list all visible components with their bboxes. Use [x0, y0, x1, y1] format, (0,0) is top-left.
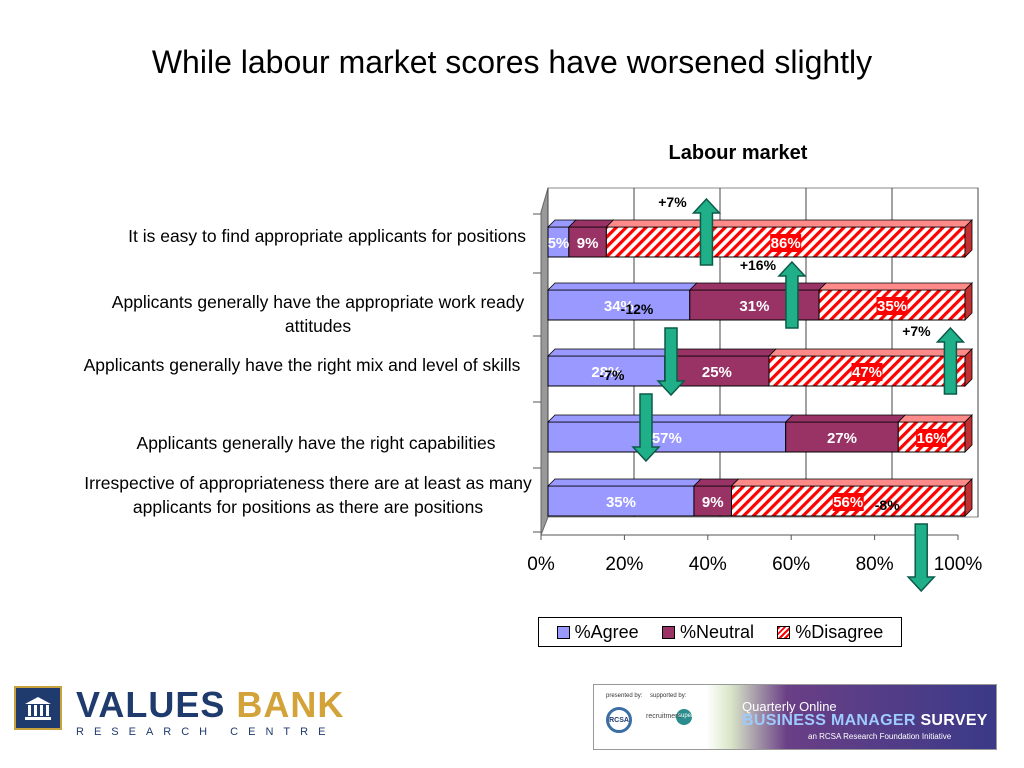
chart-title: Labour market [668, 142, 808, 164]
change-annotation: +16% [740, 257, 777, 273]
legend-label-disagree: %Disagree [795, 621, 884, 642]
org-name-values: VALUES [76, 684, 226, 725]
data-label-agree: 34% [604, 298, 634, 315]
arrow-down-icon [906, 523, 936, 593]
arrow-down-icon [631, 393, 661, 463]
category-label: Applicants generally have the right capa… [136, 433, 496, 453]
bar-segment-top-neutral [688, 282, 828, 291]
bar-segment-neutral [693, 485, 732, 517]
bar-end-face [964, 414, 973, 453]
data-label-bg [832, 493, 864, 511]
bar-segment-top-agree [547, 414, 794, 423]
bar-end-face [964, 478, 973, 517]
bar-segment-agree [547, 485, 695, 517]
recruitment-super-logo-icon [676, 709, 692, 725]
building-icon [14, 686, 62, 730]
org-name-bank: BANK [236, 684, 345, 725]
data-label-neutral: 9% [577, 235, 599, 252]
arrow-up-icon [935, 326, 966, 395]
banner-line-2-rest: SURVEY [915, 712, 988, 729]
data-label-disagree: 35% [877, 298, 907, 315]
category-label: Irrespective of appropriateness there ar… [84, 473, 532, 517]
super-logo-text: super [678, 713, 694, 719]
data-label-neutral: 9% [702, 494, 724, 511]
banner-presented-by: presented by: [606, 693, 643, 699]
data-label-agree: 5% [548, 235, 570, 252]
bar-segment-top-neutral [692, 478, 740, 487]
legend-label-agree: %Agree [574, 621, 639, 642]
x-tick-label: 60% [772, 554, 810, 575]
bar-end-face [964, 348, 973, 387]
data-label-bg [916, 429, 948, 447]
data-label-disagree: 47% [852, 364, 882, 381]
bar-segment-top-neutral [567, 219, 615, 228]
banner-line-2: BUSINESS MANAGER SURVEY [742, 712, 988, 730]
values-bank-logo: VALUES BANK RESEARCH CENTRE [14, 686, 344, 738]
bar-segment-top-neutral [784, 414, 907, 423]
data-label-bg [770, 234, 802, 252]
legend-item-disagree: %Disagree [777, 622, 883, 643]
banner-line-3: an RCSA Research Foundation Initiative [808, 732, 952, 741]
data-label-agree: 35% [606, 494, 636, 511]
category-label: Applicants generally have the right mix … [83, 355, 521, 375]
arrow-up-icon [777, 260, 807, 329]
category-label: Applicants generally have the appropriat… [111, 292, 525, 336]
chart-legend: %Agree %Neutral %Disagree [538, 617, 902, 647]
data-label-disagree: 56% [833, 494, 863, 511]
legend-item-neutral: %Neutral [661, 621, 754, 643]
data-label-agree: 57% [652, 430, 682, 447]
survey-banner: presented by: supported by: RCSA recruit… [593, 684, 997, 750]
rcsa-logo: RCSA [606, 707, 632, 733]
bar-segment-neutral [785, 421, 899, 453]
banner-line-2-highlight: BUSINESS MANAGER [742, 712, 916, 729]
bar-segment-top-disagree [605, 219, 973, 228]
x-tick-label: 80% [856, 554, 894, 575]
legend-item-agree: %Agree [556, 621, 639, 643]
legend-swatch-disagree [777, 625, 791, 639]
recruitment-logo-text: recruitment [646, 713, 682, 720]
category-label: It is easy to find appropriate applicant… [128, 226, 526, 246]
change-annotation: +7% [658, 194, 687, 210]
bar-segment-top-agree [547, 348, 673, 357]
bar-segment-top-disagree [730, 478, 973, 487]
bar-segment-top-disagree [768, 348, 973, 357]
x-tick-label: 0% [527, 554, 555, 575]
change-annotation: -12% [621, 301, 654, 317]
bar-segment-top-disagree [818, 282, 973, 291]
bar-segment-agree [547, 421, 787, 453]
data-label-neutral: 27% [827, 430, 857, 447]
x-tick-label: 100% [934, 554, 983, 575]
bar-segment-top-disagree [897, 414, 973, 423]
bar-end-face [964, 219, 973, 258]
bar-segment-top-neutral [663, 348, 777, 357]
x-tick-label: 20% [605, 554, 643, 575]
legend-swatch-neutral [661, 625, 675, 639]
data-label-disagree: 16% [917, 430, 947, 447]
change-annotation: +7% [902, 323, 931, 339]
legend-swatch-agree [556, 625, 570, 639]
bar-segment-neutral [568, 226, 607, 258]
data-label-neutral: 31% [739, 298, 769, 315]
data-label-bg [851, 363, 883, 381]
bar-end-face [964, 282, 973, 321]
org-name: VALUES BANK [76, 686, 344, 724]
x-tick-label: 40% [689, 554, 727, 575]
bar-segment-top-agree [547, 478, 702, 487]
bar-segment-top-agree [547, 282, 698, 291]
arrow-up-icon [691, 197, 722, 266]
data-label-disagree: 86% [771, 235, 801, 252]
slide-title: While labour market scores have worsened… [151, 44, 873, 80]
bar-segment-agree [547, 355, 666, 387]
arrow-down-icon [656, 327, 686, 397]
data-label-agree: 28% [591, 364, 621, 381]
org-subtitle: RESEARCH CENTRE [76, 726, 336, 738]
banner-supported-by: supported by: [650, 693, 687, 699]
banner-line-1: Quarterly Online [742, 699, 837, 714]
data-label-neutral: 25% [702, 364, 732, 381]
change-annotation: -8% [875, 497, 900, 513]
data-label-bg [876, 297, 908, 315]
legend-label-neutral: %Neutral [679, 621, 754, 642]
change-annotation: -7% [600, 367, 625, 383]
